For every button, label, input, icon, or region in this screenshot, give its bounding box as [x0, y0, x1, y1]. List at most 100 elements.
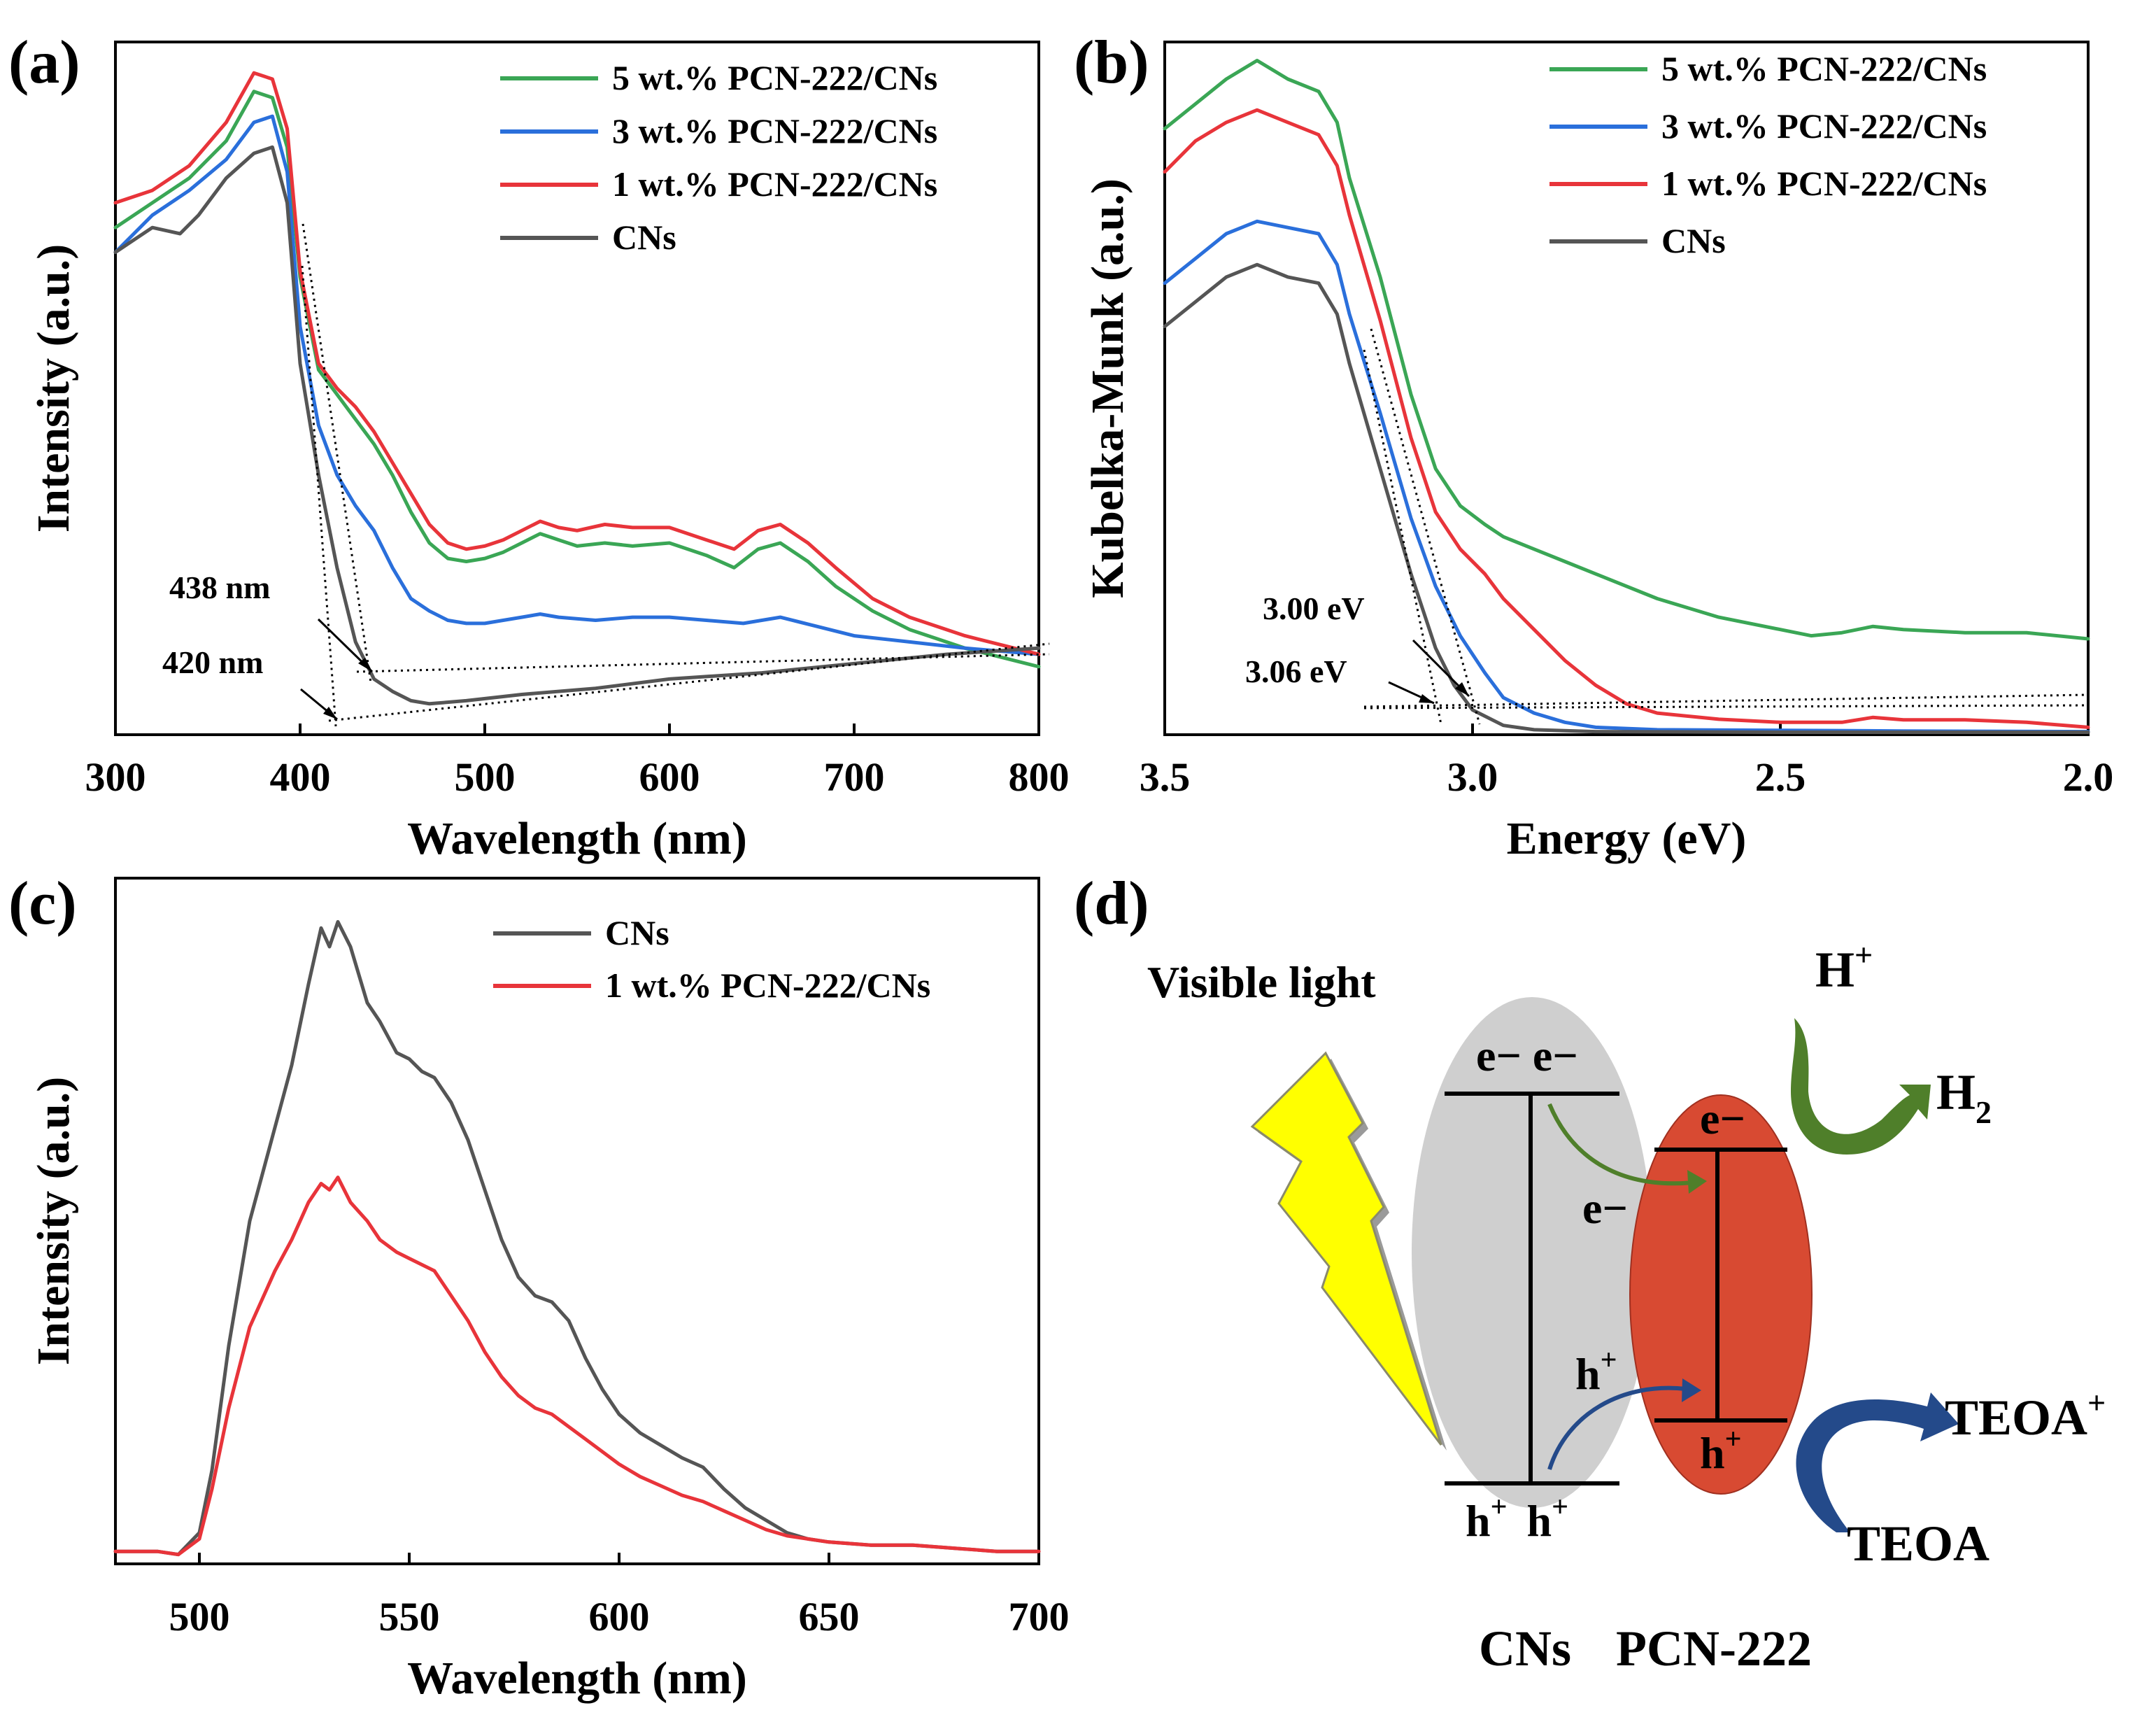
panel-a: (a) 300 400 500 600 700 800 438 nm 420 nm 5 w…	[8, 29, 1070, 864]
pcn-222-material-label: PCN-222	[1616, 1621, 1812, 1677]
panel-c-x-tick-label: 600	[589, 1594, 650, 1639]
pcn-electron-label: e−	[1700, 1094, 1745, 1143]
panel-a-x-tick-label: 700	[824, 754, 885, 800]
panel-b-annot-300: 3.00 eV	[1263, 591, 1365, 626]
panel-a-legend-label: 5 wt.% PCN-222/CNs	[612, 58, 937, 97]
panel-b-frame	[1163, 41, 2090, 736]
panel-a-tangent-pcn	[302, 223, 372, 683]
proton-label-plus: +	[1854, 937, 1873, 973]
pcn-hole-plus: +	[1725, 1423, 1742, 1455]
panel-a-x-tick-label: 800	[1009, 754, 1070, 800]
panel-b-series-line-3	[1163, 108, 2090, 729]
panel-c-legend-label: CNs	[605, 913, 669, 952]
panel-a-legend-label: 1 wt.% PCN-222/CNs	[612, 164, 937, 204]
panel-a-annot-438: 438 nm	[169, 570, 270, 605]
panel-c-x-tick-label: 650	[799, 1594, 860, 1639]
panel-b-x-tick-label: 2.5	[1755, 754, 1806, 800]
cns-hole-2-plus: +	[1552, 1491, 1568, 1523]
panel-c-series-line-1	[113, 919, 1041, 1557]
hydrogen-label-base: H	[1936, 1064, 1976, 1120]
teoa-plus-label-base: TEOA	[1945, 1390, 2087, 1446]
panel-b-x-tick-label: 2.0	[2063, 754, 2114, 800]
pcn-222-ellipse	[1629, 1094, 1813, 1495]
hole-transfer-arrow	[1547, 1385, 1687, 1470]
teoa-plus-label: TEOA+	[1945, 1385, 2106, 1446]
panel-b-x-tick-label: 3.0	[1447, 754, 1498, 800]
panel-a-legend-label: CNs	[612, 218, 676, 257]
sacrificial-agent-arrow	[1796, 1392, 1959, 1532]
panel-a-x-ticks	[114, 724, 1040, 735]
panel-c-x-tick-label: 550	[379, 1594, 440, 1639]
panel-a-x-tick-label: 300	[85, 754, 146, 800]
panel-c-frame	[114, 877, 1040, 1565]
panel-a-x-tick-labels: 300 400 500 600 700 800	[85, 754, 1070, 800]
panel-c-x-axis-title: Wavelength (nm)	[407, 1653, 747, 1704]
panel-b-baseline-cns	[1363, 704, 2089, 710]
electron-transfer-arrowhead	[1687, 1170, 1707, 1194]
panel-c-x-tick-label: 500	[169, 1594, 230, 1639]
panel-b-legend-label: 1 wt.% PCN-222/CNs	[1661, 164, 1987, 203]
panel-a-y-axis-title: Intensity (a.u.)	[28, 244, 79, 533]
panel-b-annot-306: 3.06 eV	[1245, 654, 1347, 689]
panel-b-series-line-1	[1163, 59, 2090, 641]
panel-b-arrowhead-306	[1419, 694, 1434, 703]
proton-label: H+	[1815, 937, 1873, 998]
panel-a-x-tick-label: 400	[270, 754, 331, 800]
hole-transfer-label-plus: +	[1601, 1344, 1617, 1376]
panel-d-scheme: (d) Visible light e− e− e− e− h+ h+ h+ h+	[1074, 870, 2106, 1677]
panel-a-series-line-1	[113, 90, 1041, 669]
pcn-hole-base: h	[1700, 1428, 1725, 1478]
panel-b-x-tick-labels: 3.5 3.0 2.5 2.0	[1140, 754, 2114, 800]
panel-b-y-axis-title: Kubelka-Munk (a.u.)	[1082, 178, 1133, 598]
cns-holes-label: h+ h+	[1466, 1491, 1568, 1546]
proton-label-base: H	[1815, 942, 1854, 998]
panel-c-x-tick-label: 700	[1009, 1594, 1070, 1639]
panel-b-legend-label: 5 wt.% PCN-222/CNs	[1661, 49, 1987, 88]
cns-hole-1-base: h	[1466, 1496, 1491, 1546]
panel-c-series	[113, 919, 1041, 1557]
hydrogen-label-sub: 2	[1976, 1094, 1992, 1130]
panel-b-series	[1163, 59, 2090, 734]
panel-b: (b) 3.5 3.0 2.5 2.0 3.00 eV 3.06 eV 5 wt.% …	[1074, 29, 2113, 864]
panel-a-x-tick-label: 600	[639, 754, 700, 800]
panel-c-legend-label: 1 wt.% PCN-222/CNs	[605, 966, 930, 1005]
panel-b-series-line-4	[1163, 262, 2090, 734]
panel-a-frame	[114, 41, 1040, 736]
panel-a-x-axis-title: Wavelength (nm)	[407, 813, 747, 864]
panel-b-legend-label: 3 wt.% PCN-222/CNs	[1661, 106, 1987, 146]
lightning-bolt-icon	[1250, 1051, 1442, 1446]
hydrogen-label: H2	[1936, 1064, 1992, 1130]
electron-transfer-label: e−	[1582, 1183, 1628, 1233]
panel-a-series-line-2	[113, 114, 1041, 656]
panel-b-arrowhead-300	[1455, 682, 1469, 696]
cns-electrons-label: e− e−	[1476, 1031, 1578, 1080]
panel-b-tangent-cns	[1363, 349, 1442, 725]
hole-transfer-label-base: h	[1575, 1349, 1601, 1399]
panel-a-series-line-3	[113, 71, 1041, 656]
panel-a-baseline-cns	[328, 642, 1050, 722]
hole-transfer-label: h+	[1575, 1344, 1617, 1399]
teoa-label: TEOA	[1847, 1516, 1990, 1572]
panel-b-legend: 5 wt.% PCN-222/CNs 3 wt.% PCN-222/CNs 1 wt…	[1549, 49, 1987, 260]
pcn-hole-label: h+	[1700, 1423, 1742, 1478]
panel-c: (c) 500 550 600 650 700 CNs 1 wt.% PCN-222/CN…	[8, 870, 1070, 1704]
panel-b-baseline-pcn	[1363, 693, 2089, 708]
teoa-plus-label-plus: +	[2087, 1385, 2106, 1420]
panel-b-x-tick-label: 3.5	[1140, 754, 1191, 800]
panel-c-legend: CNs 1 wt.% PCN-222/CNs	[493, 913, 930, 1005]
panel-a-x-tick-label: 500	[455, 754, 516, 800]
panel-a-label: (a)	[8, 29, 80, 97]
cns-hole-2-base: h	[1527, 1496, 1552, 1546]
visible-light-label: Visible light	[1147, 957, 1376, 1007]
panel-a-legend: 5 wt.% PCN-222/CNs 3 wt.% PCN-222/CNs 1 wt…	[500, 58, 937, 257]
panel-c-x-ticks	[198, 1553, 1040, 1564]
hole-transfer-arrowhead	[1682, 1378, 1701, 1402]
panel-c-x-tick-labels: 500 550 600 650 700	[169, 1594, 1070, 1639]
panel-c-label: (c)	[8, 870, 77, 938]
electron-transfer-arrow	[1547, 1103, 1694, 1186]
panel-a-annot-420: 420 nm	[162, 644, 263, 680]
cns-hole-1-plus: +	[1491, 1491, 1508, 1523]
panel-b-label: (b)	[1074, 29, 1149, 97]
panel-c-series-line-2	[113, 1176, 1041, 1557]
